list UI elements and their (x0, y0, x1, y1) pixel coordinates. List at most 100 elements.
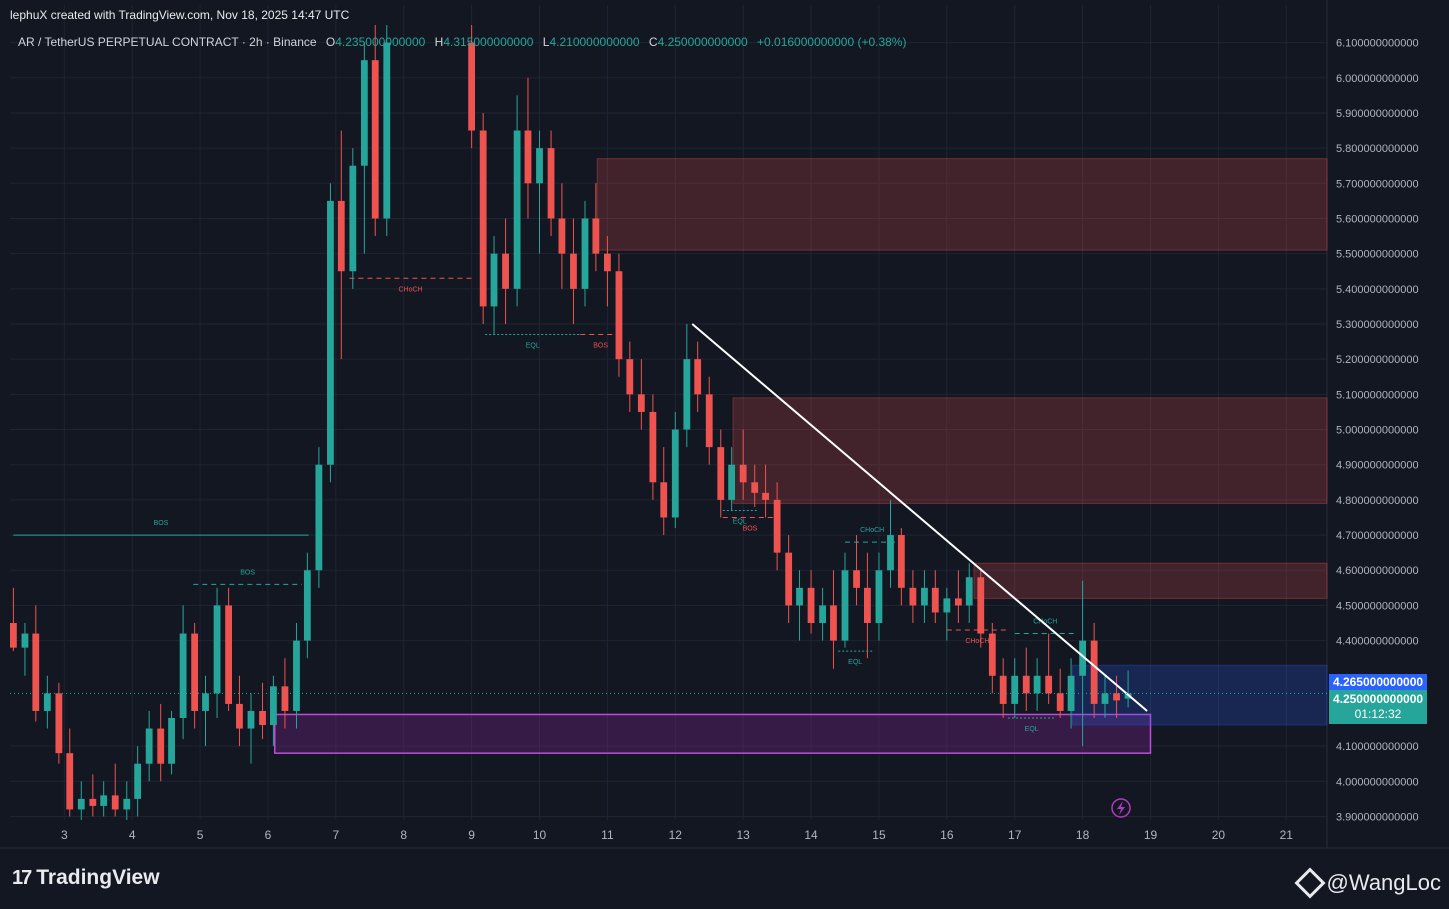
candle-body-up (887, 535, 894, 571)
candle-body-down (604, 253, 611, 272)
candle-body-down (717, 447, 725, 500)
choch-label: CHoCH (1033, 619, 1057, 626)
y-tick-label: 5.600000000000 (1336, 213, 1419, 225)
candle-body-up (921, 587, 928, 606)
high-label: H (434, 35, 444, 49)
position-zone (1071, 664, 1328, 726)
candle-body-down (897, 535, 905, 588)
footer-bar: 17 TradingView @WangLoc (0, 850, 1449, 909)
candle-body-down (259, 710, 266, 726)
x-tick-label: 14 (804, 828, 818, 842)
x-tick-label: 3 (61, 828, 68, 842)
y-tick-label: 4.600000000000 (1336, 565, 1419, 577)
candle-body-down (337, 200, 345, 272)
lightning-icon-ring (1111, 798, 1131, 818)
candle-body-up (490, 253, 498, 307)
candle-body-down (1090, 640, 1098, 704)
candle-body-down (649, 411, 657, 483)
candle-body-down (637, 394, 645, 412)
y-tick-label: 5.900000000000 (1336, 108, 1419, 120)
candle-body-down (999, 675, 1007, 704)
candle-body-up (1011, 675, 1019, 704)
candle-body-up (21, 633, 29, 648)
lightning-icon-bolt (1117, 801, 1125, 815)
candle-body-down (615, 271, 623, 360)
supply-zone (596, 158, 1328, 251)
candle-body-down (660, 482, 668, 518)
tradingview-logo[interactable]: 17 TradingView (12, 866, 160, 890)
eql-label: EQL (733, 518, 747, 525)
candle-body-up (327, 200, 334, 465)
y-tick-label: 5.700000000000 (1336, 178, 1419, 190)
candle-body-up (943, 598, 951, 613)
bos-label: BOS (154, 520, 169, 527)
bos-label: BOS (240, 569, 255, 576)
y-tick-label: 4.500000000000 (1336, 600, 1419, 612)
candle-body-down (236, 703, 243, 729)
candle-body-down (157, 728, 165, 764)
y-tick-label: 5.500000000000 (1336, 249, 1419, 261)
candle-body-up (315, 464, 323, 571)
x-tick-label: 17 (1008, 828, 1022, 842)
candle-body-down (558, 218, 566, 254)
candle-body-down (479, 130, 487, 307)
candle-body-up (841, 570, 849, 641)
bos-label: BOS (593, 343, 608, 350)
x-tick-label: 8 (400, 828, 407, 842)
candle-body-down (524, 130, 532, 184)
change-value: +0.016000000000 (+0.38%) (757, 35, 907, 49)
candle-body-down (864, 587, 871, 624)
candle-body-down (830, 605, 837, 641)
x-tick-label: 7 (333, 828, 340, 842)
y-tick-label: 5.800000000000 (1336, 143, 1419, 155)
candle-body-up (179, 633, 187, 718)
candle-body-down (570, 253, 577, 289)
marker-price-badge: 4.265000000000 (1329, 674, 1427, 690)
candle-body-down (502, 253, 509, 289)
x-tick-label: 13 (736, 828, 750, 842)
candle-body-down (89, 798, 97, 806)
candle-body-down (762, 492, 769, 500)
choch-label: CHoCH (860, 527, 884, 534)
choch-label: CHoCH (965, 638, 989, 645)
author-handle: @WangLoc (1326, 870, 1441, 895)
y-tick-label: 6.100000000000 (1336, 38, 1419, 50)
candle-body-up (1101, 693, 1109, 704)
candle-body-up (303, 570, 311, 641)
candle-body-down (468, 42, 476, 131)
y-tick-label: 4.100000000000 (1336, 741, 1419, 753)
candle-body-up (100, 795, 108, 806)
candle-body-down (1045, 675, 1053, 694)
candle-body-up (536, 148, 543, 184)
candle-body-down (32, 633, 40, 711)
candle-body-up (875, 570, 883, 624)
candle-body-down (705, 394, 713, 448)
candle-body-up (683, 359, 691, 430)
candle-body-down (853, 570, 860, 588)
current-price-badge: 4.250000000000 01:12:32 (1329, 690, 1427, 724)
candle-body-up (819, 605, 827, 624)
candle-body-up (1033, 675, 1041, 694)
symbol-title[interactable]: AR / TetherUS PERPETUAL CONTRACT · 2h · … (18, 35, 317, 49)
price-chart[interactable]: 6.100000000000 6.000000000000 5.9000000000… (0, 0, 1449, 850)
close-value: 4.250000000000 (657, 35, 748, 49)
candle-body-down (909, 587, 917, 606)
author-attribution: @WangLoc (1293, 867, 1441, 899)
candle-body-up (43, 693, 51, 711)
y-tick-label: 4.900000000000 (1336, 460, 1419, 472)
candle-body-up (360, 60, 368, 166)
candle-body-up (349, 165, 357, 272)
candle-body-up (1079, 640, 1087, 676)
candle-body-down (931, 587, 939, 613)
x-tick-label: 4 (129, 828, 136, 842)
candle-body-down (954, 598, 962, 606)
eql-label: EQL (1025, 726, 1039, 733)
candle-body-up (383, 42, 391, 219)
candle-body-down (1113, 693, 1120, 701)
low-label: L (542, 35, 550, 49)
x-tick-label: 20 (1212, 828, 1226, 842)
candle-body-down (66, 753, 74, 810)
y-tick-label: 4.700000000000 (1336, 530, 1419, 542)
x-tick-label: 10 (533, 828, 547, 842)
